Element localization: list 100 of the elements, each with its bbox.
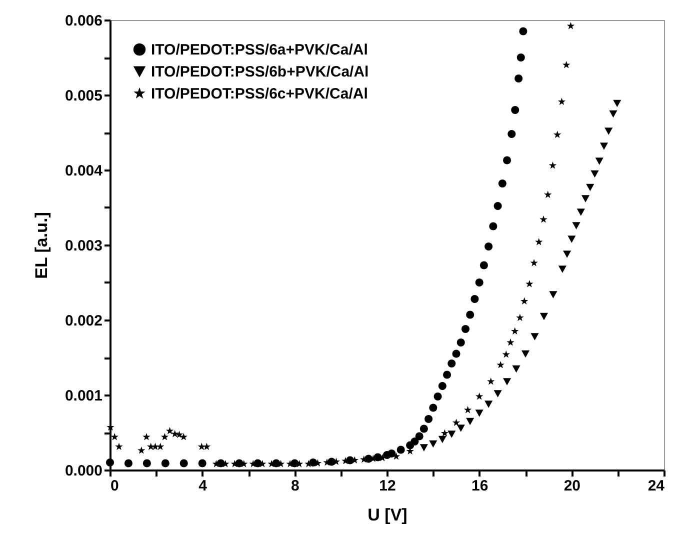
point bbox=[595, 158, 604, 165]
point bbox=[452, 418, 460, 426]
point bbox=[115, 442, 123, 450]
x-tick-label: 4 bbox=[198, 478, 208, 494]
point bbox=[124, 459, 132, 468]
point bbox=[487, 377, 495, 385]
point bbox=[456, 338, 465, 347]
point bbox=[440, 429, 449, 437]
point bbox=[110, 432, 118, 440]
point bbox=[476, 392, 484, 400]
x-axis-title: U [V] bbox=[368, 506, 408, 524]
point bbox=[272, 459, 280, 468]
point bbox=[581, 195, 590, 202]
point bbox=[142, 459, 151, 468]
point bbox=[374, 453, 382, 462]
point bbox=[415, 432, 424, 440]
point bbox=[600, 142, 608, 150]
point bbox=[464, 406, 472, 414]
point bbox=[424, 414, 433, 424]
point bbox=[521, 350, 530, 358]
point bbox=[508, 130, 516, 138]
point bbox=[429, 404, 438, 412]
point bbox=[572, 222, 580, 230]
point bbox=[516, 314, 524, 322]
point bbox=[364, 454, 373, 463]
point bbox=[161, 459, 170, 468]
point bbox=[420, 424, 428, 433]
y-axis-title: EL [a.u.] bbox=[32, 212, 51, 279]
y-tick-label: 0.002 bbox=[64, 312, 102, 330]
point bbox=[198, 459, 206, 468]
y-tick-label: 0.003 bbox=[64, 238, 102, 254]
point bbox=[520, 297, 528, 305]
point bbox=[480, 261, 488, 270]
x-tick-label: 20 bbox=[564, 478, 581, 494]
point bbox=[568, 236, 576, 243]
point bbox=[448, 359, 456, 368]
point bbox=[452, 350, 460, 358]
point bbox=[586, 184, 594, 192]
point bbox=[516, 53, 525, 62]
point bbox=[558, 98, 566, 106]
point bbox=[448, 430, 456, 438]
point bbox=[138, 446, 146, 454]
point bbox=[328, 458, 336, 466]
point bbox=[171, 430, 179, 438]
x-tick-label: 12 bbox=[379, 478, 396, 494]
point bbox=[563, 250, 572, 258]
point bbox=[506, 338, 514, 346]
point bbox=[466, 418, 474, 426]
point bbox=[461, 324, 470, 334]
point bbox=[346, 456, 354, 464]
point bbox=[496, 360, 504, 368]
point bbox=[489, 222, 498, 230]
point bbox=[554, 130, 562, 138]
x-tick-label: 16 bbox=[471, 478, 488, 494]
point bbox=[142, 432, 150, 440]
point bbox=[180, 459, 188, 468]
point bbox=[166, 426, 174, 434]
point bbox=[438, 436, 446, 444]
point bbox=[530, 258, 538, 266]
point bbox=[540, 215, 548, 223]
point bbox=[396, 446, 405, 454]
point bbox=[420, 444, 428, 452]
point bbox=[388, 449, 396, 458]
y-tick-label: 0.004 bbox=[64, 162, 104, 180]
point bbox=[535, 238, 543, 246]
point bbox=[309, 458, 318, 467]
point bbox=[498, 179, 506, 188]
point bbox=[429, 440, 438, 448]
x-tick-label: 8 bbox=[290, 478, 300, 494]
point bbox=[526, 280, 534, 288]
point bbox=[519, 27, 528, 36]
point bbox=[511, 106, 520, 114]
point bbox=[530, 333, 539, 340]
point bbox=[511, 327, 519, 335]
point bbox=[540, 312, 548, 320]
point bbox=[216, 459, 225, 468]
point bbox=[549, 291, 558, 298]
point bbox=[484, 242, 493, 251]
point bbox=[160, 432, 169, 440]
point bbox=[290, 459, 299, 468]
point bbox=[566, 22, 575, 30]
point bbox=[604, 128, 613, 135]
point bbox=[548, 161, 557, 169]
point bbox=[494, 390, 502, 398]
point bbox=[410, 437, 419, 446]
y-tick-label: 0.000 bbox=[64, 462, 102, 480]
point bbox=[562, 60, 570, 68]
legend-label: ITO/PEDOT:PSS/6c+PVK/Ca/Al bbox=[151, 86, 368, 102]
point bbox=[254, 459, 262, 468]
point bbox=[558, 266, 566, 273]
point bbox=[235, 459, 244, 468]
point bbox=[503, 156, 512, 164]
point bbox=[180, 432, 188, 440]
point bbox=[503, 378, 512, 386]
point bbox=[494, 202, 502, 210]
point bbox=[198, 442, 206, 450]
y-tick-label: 0.006 bbox=[64, 12, 102, 30]
point bbox=[438, 382, 446, 390]
point bbox=[442, 370, 452, 379]
point bbox=[613, 100, 622, 108]
